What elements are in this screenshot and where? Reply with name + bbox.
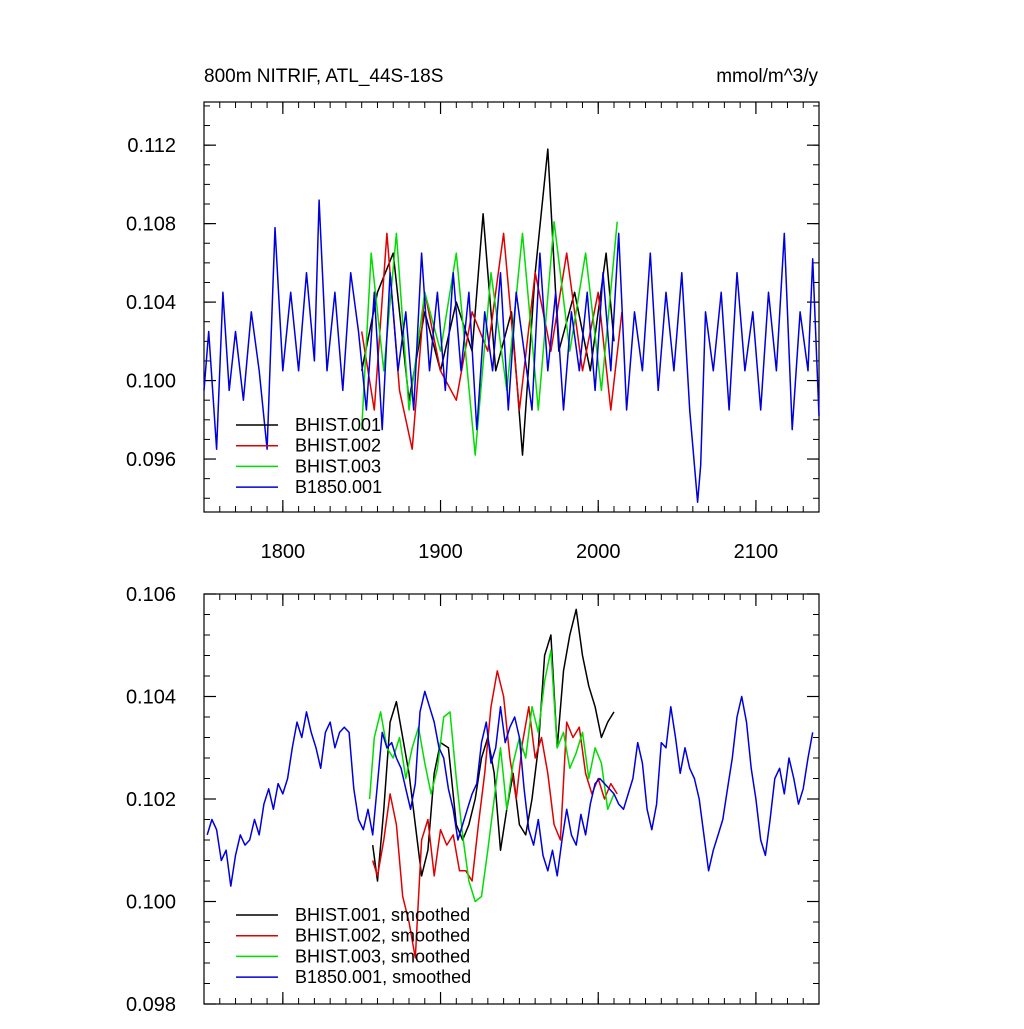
legend-label: BHIST.003, smoothed <box>295 946 470 966</box>
y-tick-label: 0.098 <box>126 994 176 1016</box>
series-line-bhist-002 <box>360 232 623 450</box>
series-line-bhist-001-smoothed <box>371 608 615 882</box>
y-tick-label: 0.112 <box>127 135 176 157</box>
legend-label: BHIST.001 <box>295 415 381 435</box>
y-tick-label: 0.100 <box>126 892 176 914</box>
series-line-bhist-002-smoothed <box>371 670 618 959</box>
units-label: mmol/m^3/y <box>716 66 818 87</box>
y-tick-label: 0.108 <box>126 214 176 236</box>
x-tick-label: 2000 <box>576 541 621 563</box>
legend-label: BHIST.002 <box>295 436 381 456</box>
legend-label: B1850.001, smoothed <box>295 967 471 987</box>
y-tick-label: 0.100 <box>126 371 176 393</box>
y-tick-label: 0.104 <box>126 687 176 709</box>
series-line-bhist-003-smoothed <box>368 649 615 903</box>
x-tick-label: 1800 <box>261 541 306 563</box>
top-panel: 0.096 0.100 0.104 0.108 0.112 1800 1900 2000 210… <box>126 101 820 563</box>
chart-title: 800m NITRIF, ATL_44S-18S <box>204 66 443 87</box>
y-tick-label: 0.102 <box>126 789 176 811</box>
series-line-bhist-003 <box>360 220 618 456</box>
legend-label: BHIST.002, smoothed <box>295 926 470 946</box>
plot-frame <box>203 101 820 513</box>
y-tick-label: 0.104 <box>126 292 176 314</box>
legend-label: B1850.001 <box>295 477 382 497</box>
x-tick-label: 2100 <box>734 541 779 563</box>
bottom-panel: 0.098 0.100 0.102 0.104 0.106 BHIST.001, smoo… <box>126 584 820 1016</box>
legend-label: BHIST.001, smoothed <box>295 905 470 925</box>
y-tick-label: 0.096 <box>126 449 176 471</box>
x-tick-label: 1900 <box>418 541 463 563</box>
series-line-b1850-001 <box>203 199 820 503</box>
series-line-b1850-001-smoothed <box>206 690 814 887</box>
legend-label: BHIST.003 <box>295 456 381 476</box>
y-tick-label: 0.106 <box>126 584 176 606</box>
